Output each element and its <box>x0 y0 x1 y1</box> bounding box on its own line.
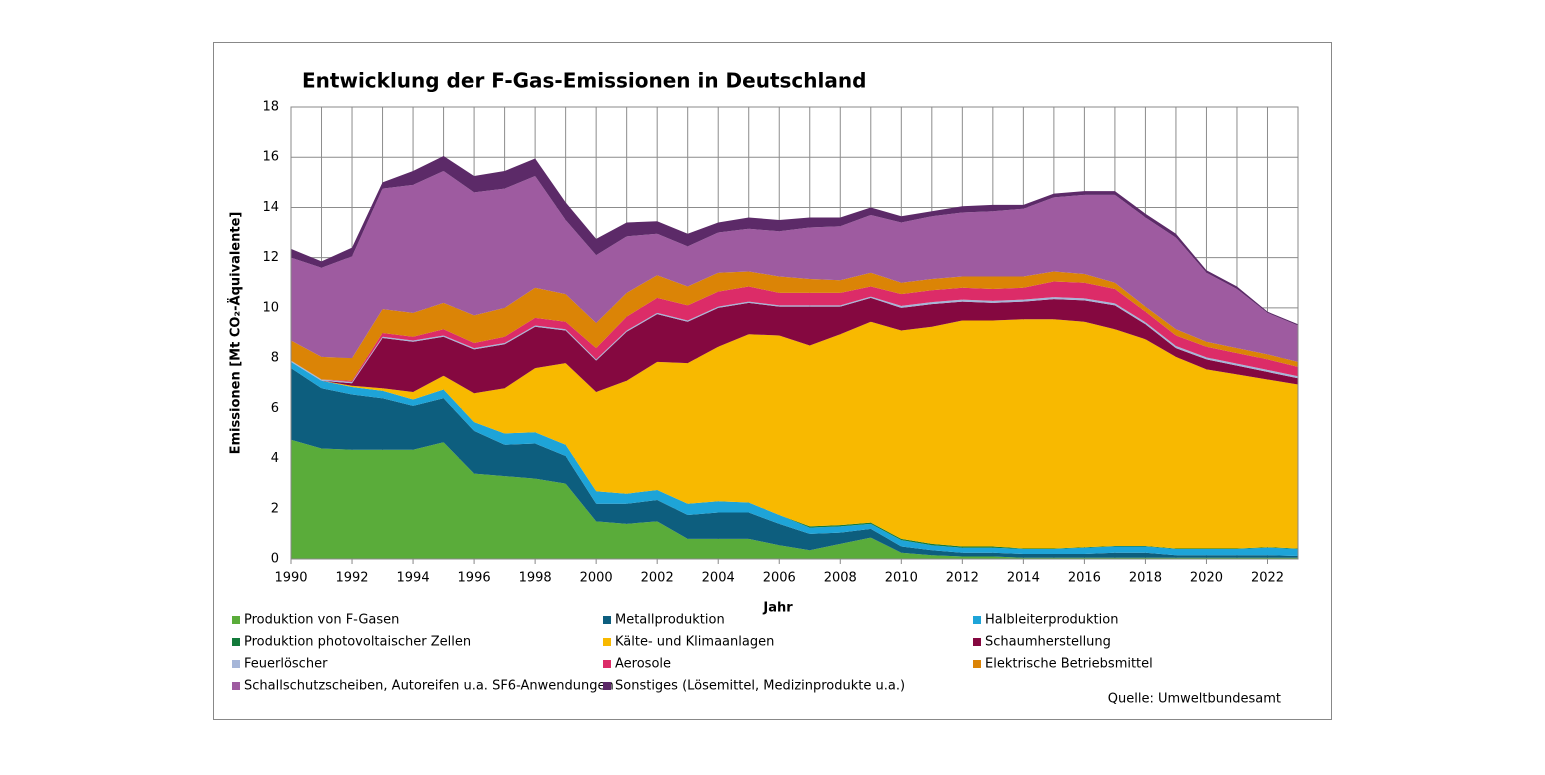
legend-swatch <box>232 616 240 624</box>
x-tick-label: 1992 <box>335 571 368 586</box>
plot-frame <box>290 106 1299 560</box>
area <box>291 319 1298 549</box>
legend-swatch <box>603 616 611 624</box>
x-tick-label: 2012 <box>946 571 979 586</box>
legend-swatch <box>603 638 611 646</box>
y-tick-label: 18 <box>262 100 279 115</box>
x-tick-label: 1998 <box>519 571 552 586</box>
area <box>291 439 1298 559</box>
area <box>291 171 1298 362</box>
chart-title: Entwicklung der F-Gas-Emissionen in Deut… <box>302 69 866 93</box>
y-axis-label: Emissionen [Mt CO₂-Äquivalente] <box>228 212 244 455</box>
legend-swatch <box>973 638 981 646</box>
x-tick-label: 2014 <box>1007 571 1040 586</box>
y-tick-label: 8 <box>271 351 279 366</box>
legend-swatch <box>973 616 981 624</box>
y-tick-label: 4 <box>271 451 279 466</box>
x-tick-label: 2000 <box>580 571 613 586</box>
y-tick-label: 10 <box>262 300 279 315</box>
y-tick-label: 0 <box>271 552 279 567</box>
area <box>291 368 1298 558</box>
y-tick-label: 12 <box>262 250 279 265</box>
y-tick-label: 6 <box>271 401 279 416</box>
x-tick-label: 2008 <box>824 571 857 586</box>
x-tick-label: 2010 <box>885 571 918 586</box>
x-tick-label: 2018 <box>1129 571 1162 586</box>
y-tick-label: 2 <box>271 501 279 516</box>
legend-swatch <box>232 660 240 668</box>
x-tick-label: 1996 <box>458 571 491 586</box>
legend-label: Schallschutzscheiben, Autoreifen u.a. SF… <box>244 679 614 694</box>
x-axis-label: Jahr <box>762 601 793 616</box>
legend-swatch <box>232 638 240 646</box>
legend-label: Aerosole <box>615 657 671 672</box>
legend-swatch <box>603 682 611 690</box>
x-tick-label: 2016 <box>1068 571 1101 586</box>
y-tick-label: 14 <box>262 200 279 215</box>
area <box>291 271 1298 381</box>
x-tick-label: 2022 <box>1251 571 1284 586</box>
legend-swatch <box>973 660 981 668</box>
legend-label: Kälte- und Klimaanlagen <box>615 635 774 650</box>
legend-label: Elektrische Betriebsmittel <box>985 657 1153 672</box>
area <box>291 281 1298 382</box>
legend-swatch <box>603 660 611 668</box>
legend-label: Schaumherstellung <box>985 635 1111 650</box>
legend-swatch <box>232 682 240 690</box>
x-tick-label: 2006 <box>763 571 796 586</box>
x-tick-label: 1994 <box>397 571 430 586</box>
legend-label: Sonstiges (Lösemittel, Medizinprodukte u… <box>615 679 905 694</box>
source-note: Quelle: Umweltbundesamt <box>1108 692 1281 707</box>
x-tick-label: 2020 <box>1190 571 1223 586</box>
area <box>291 155 1298 326</box>
legend-label: Halbleiterproduktion <box>985 613 1118 628</box>
x-tick-label: 1990 <box>274 571 307 586</box>
x-tick-label: 2004 <box>702 571 735 586</box>
legend-label: Produktion photovoltaischer Zellen <box>244 635 471 650</box>
legend-label: Feuerlöscher <box>244 657 328 672</box>
area <box>291 297 1298 394</box>
legend-label: Metallproduktion <box>615 613 725 628</box>
x-tick-label: 2002 <box>641 571 674 586</box>
y-tick-label: 16 <box>262 150 279 165</box>
legend-label: Produktion von F-Gasen <box>244 613 399 628</box>
